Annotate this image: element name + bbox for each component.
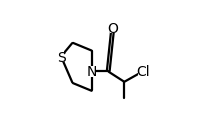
FancyBboxPatch shape [110,23,116,34]
FancyBboxPatch shape [89,67,95,77]
FancyBboxPatch shape [138,67,148,77]
Text: N: N [87,65,97,79]
Text: Cl: Cl [136,65,149,79]
Text: S: S [57,50,65,64]
FancyBboxPatch shape [58,52,64,62]
Text: O: O [107,22,118,35]
